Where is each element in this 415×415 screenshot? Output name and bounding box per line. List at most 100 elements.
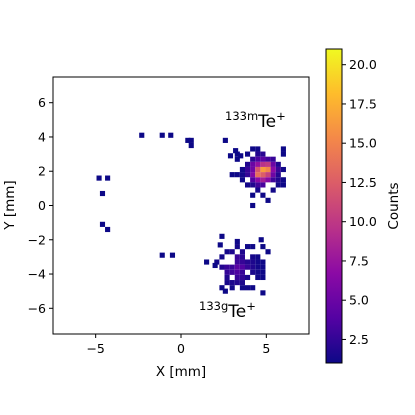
heatmap-cell-cluster-1 [234,156,240,162]
heatmap-cell-cluster-2 [204,259,210,265]
heatmap-cell-cluster-2 [260,274,266,281]
heatmap-cell-cluster-2 [224,274,230,281]
heatmap-cell-cluster-1 [255,187,261,193]
heatmap-cell-cluster-2 [229,280,235,286]
heatmap-cell-cluster-1 [270,172,276,178]
heatmap-cell-cluster-2 [255,269,261,275]
heatmap-cell-cluster-2 [255,274,261,281]
heatmap-cell-cluster-2 [234,264,240,270]
heatmap-cell-cluster-1 [260,166,266,173]
heatmap-cell-cluster-1 [245,161,251,167]
heatmap-cell-cluster-1 [270,187,276,193]
heatmap-cell-cluster-2 [250,254,256,260]
y-axis-ticks: −6 −4 −2 0 2 4 6 [28,95,53,316]
heatmap-cell-cluster-2 [234,259,240,265]
y-tick-label: 4 [38,129,46,144]
heatmap-cell-scatter [105,226,111,233]
heatmap-cell-cluster-2 [219,233,225,239]
x-axis-ticks: −5 0 5 [86,334,270,356]
heatmap-cell-cluster-1 [250,166,256,173]
heatmap-cell-cluster-2 [234,274,240,281]
heatmap-cell-cluster-2 [255,264,261,270]
heatmap-cell-cluster-2 [255,259,261,265]
heatmap-cell-cluster-2 [260,269,266,275]
heatmap-cell-cluster-1 [260,177,266,183]
heatmap-cell-scatter [188,137,194,143]
heatmap-cell-cluster-1 [255,151,261,157]
annotation-133g-charge: + [246,299,256,313]
heatmap-cell-cluster-1 [280,151,286,157]
heatmap-cell-cluster-2 [245,244,251,250]
heatmap-cell-cluster-1 [250,172,256,178]
heatmap-cell-cluster-2 [260,259,266,265]
heatmap-cell-cluster-1 [280,146,286,152]
annotation-133m-te: 133mTe+ [225,109,286,132]
heatmap-cell-cluster-1 [260,161,266,167]
heatmap-cell-cluster-1 [260,182,266,188]
heatmap-cell-scatter [258,237,264,243]
colorbar-tick-label: 2.5 [349,332,369,347]
heatmap-cell-cluster-1 [229,172,235,178]
heatmap-cell-cluster-1 [250,192,256,198]
heatmap-cell-cluster-1 [255,177,261,183]
heatmap-cell-cluster-2 [245,285,251,291]
heatmap-cell-scatter [99,221,106,227]
heatmap-cell-cluster-1 [245,172,251,178]
heatmap-cell-scatter [233,148,239,154]
x-axis-label: X [mm] [156,364,206,380]
heatmap-cell-cluster-2 [234,254,240,260]
heatmap-cell-cluster-1 [260,192,266,198]
heatmap-cell-cluster-1 [255,156,261,162]
heatmap-cell-cluster-2 [224,269,230,275]
colorbar-label: Counts [386,182,402,229]
heatmap-cell-cluster-2 [219,264,225,270]
y-tick-label: 0 [38,198,46,213]
heatmap-cell-cluster-2 [234,238,240,245]
heatmap-cell-cluster-1 [275,182,281,188]
heatmap-cell-cluster-1 [280,182,286,188]
colorbar-tick-label: 17.5 [349,96,377,111]
heatmap-cell-cluster-1 [234,151,240,157]
colorbar-tick-label: 20.0 [349,57,377,72]
heatmap-cell-cluster-1 [265,197,271,203]
heatmap-cell-cluster-2 [245,259,251,265]
heatmap-cell-cluster-2 [255,254,261,260]
heatmap-cell-cluster-2 [250,259,256,265]
heatmap-cell-cluster-2 [260,264,266,270]
heatmap-cell-scatter [159,252,165,258]
heatmap-cell-cluster-1 [270,161,276,167]
heatmap-cell-scatter [139,132,145,138]
colorbar: 2.5 5.0 7.5 10.0 12.5 15.0 17.5 20.0 Counts [325,48,402,364]
heatmap-cell-cluster-2 [219,254,225,260]
heatmap-cell-cluster-2 [239,254,245,260]
heatmap-cell-cluster-1 [275,161,281,167]
y-tick-label: 6 [38,95,46,110]
heatmap-cell-cluster-1 [270,177,276,183]
heatmap-cell-cluster-2 [239,285,245,291]
heatmap-cell-scatter [238,153,244,159]
annotation-133m-element: Te [257,112,276,132]
heatmap-cell-scatter [188,142,194,149]
heatmap-cell-scatter [185,137,191,143]
heatmap-cell-cluster-2 [239,274,245,281]
heatmap-cell-cluster-2 [234,280,240,286]
colorbar-gradient [325,48,343,364]
heatmap-cell-cluster-1 [239,166,245,173]
y-tick-label: −2 [28,232,46,247]
y-axis-label: Y [mm] [2,180,18,230]
heatmap-cell-cluster-2 [250,244,256,250]
heatmap-cell-cluster-1 [265,177,271,183]
colorbar-ticks: 2.5 5.0 7.5 10.0 12.5 15.0 17.5 20.0 [342,57,377,347]
heatmap-cell-cluster-2 [250,264,256,270]
heatmap-cell-scatter [168,132,174,138]
heatmap-cell-cluster-1 [250,177,256,183]
heatmap-cell-cluster-1 [250,161,256,167]
heatmap-cell-cluster-1 [275,177,281,183]
heatmap-cell-cluster-1 [255,182,261,188]
heatmap-cell-cluster-2 [219,285,225,291]
heatmap-cell-scatter [105,175,111,181]
heatmap-cell-cluster-1 [245,166,251,173]
heatmap-cell-cluster-2 [239,269,245,275]
heatmap-cell-cluster-1 [234,172,240,178]
